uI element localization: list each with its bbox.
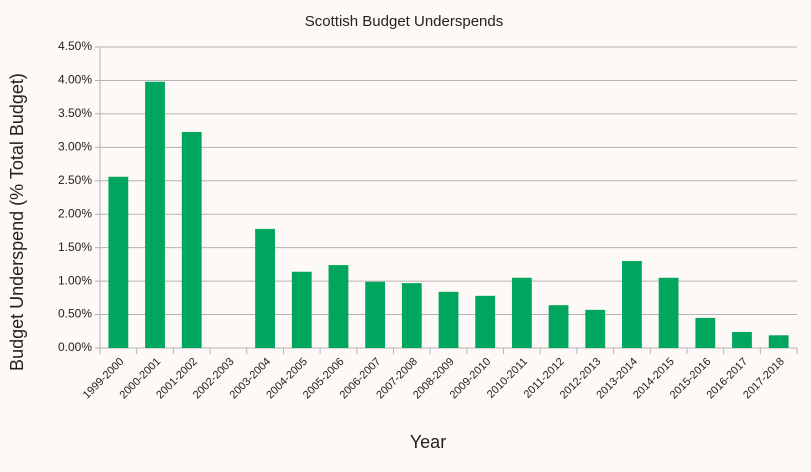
bar <box>658 277 679 348</box>
bar <box>291 271 312 348</box>
bar <box>475 295 496 348</box>
bar <box>181 131 202 348</box>
y-tick-label: 3.00% <box>58 140 92 154</box>
bar <box>328 265 349 348</box>
y-tick-label: 3.50% <box>58 106 92 120</box>
bar <box>255 228 275 348</box>
y-tick-label: 4.50% <box>58 39 92 53</box>
bar <box>548 305 569 348</box>
y-axis-title: Budget Underspend (% Total Budget) <box>7 73 27 371</box>
y-tick-label: 2.00% <box>58 206 92 220</box>
bar <box>768 335 789 348</box>
y-tick-label: 2.50% <box>58 173 92 187</box>
bar <box>438 291 459 348</box>
chart-title: Scottish Budget Underspends <box>305 13 503 30</box>
bar <box>108 176 129 348</box>
bar <box>695 317 716 348</box>
bar <box>511 277 532 348</box>
bar <box>585 309 606 348</box>
y-tick-label: 1.50% <box>58 240 92 254</box>
bar <box>732 331 752 348</box>
y-tick-label: 1.00% <box>58 273 92 287</box>
y-tick-label: 0.50% <box>58 307 92 321</box>
bar <box>401 283 422 348</box>
bar <box>622 261 642 348</box>
y-tick-label: 0.00% <box>58 340 92 354</box>
y-tick-label: 4.00% <box>58 73 92 87</box>
bar <box>365 281 386 348</box>
x-axis-title: Year <box>410 432 446 452</box>
bar <box>145 81 165 348</box>
